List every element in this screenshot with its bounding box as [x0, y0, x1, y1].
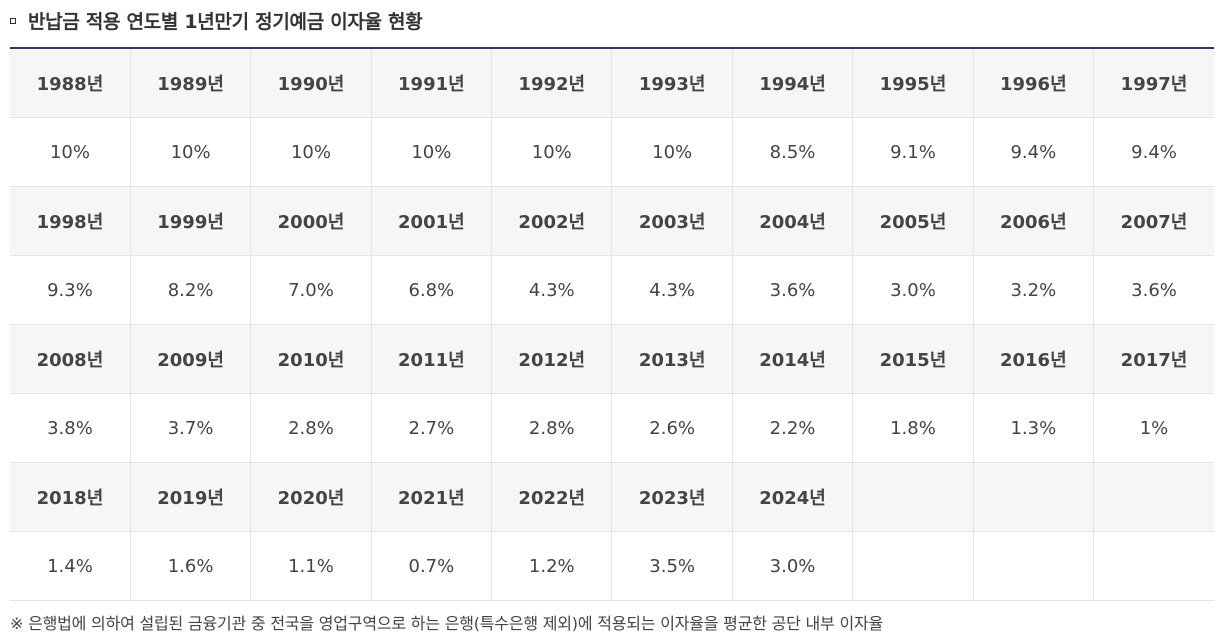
rate-cell: 4.3% — [611, 255, 733, 325]
empty-cell — [1093, 462, 1214, 532]
empty-cell — [972, 462, 1094, 532]
rate-cell: 3.6% — [731, 255, 853, 325]
year-cell: 2018년 — [10, 462, 131, 532]
year-cell: 2005년 — [852, 186, 974, 256]
rate-cell: 1% — [1093, 393, 1214, 463]
year-cell: 2014년 — [731, 324, 853, 394]
rate-cell: 3.0% — [852, 255, 974, 325]
empty-cell — [852, 462, 974, 532]
year-cell: 2003년 — [611, 186, 733, 256]
year-cell: 2022년 — [491, 462, 612, 532]
year-header-row: 1998년 1999년 2000년 2001년 2002년 2003년 2004년 2005년… — [10, 186, 1214, 256]
year-cell: 2023년 — [611, 462, 733, 532]
rate-value-row: 9.3% 8.2% 7.0% 6.8% 4.3% 4.3% 3.6% 3.0% 3.2% 3.6% — [10, 255, 1214, 325]
rate-cell: 7.0% — [250, 255, 372, 325]
rate-value-row: 1.4% 1.6% 1.1% 0.7% 1.2% 3.5% 3.0% — [10, 531, 1214, 601]
rate-value-row: 3.8% 3.7% 2.8% 2.7% 2.8% 2.6% 2.2% 1.8% 1.3% 1% — [10, 393, 1214, 463]
year-cell: 1991년 — [370, 48, 492, 118]
empty-cell — [852, 531, 974, 601]
year-cell: 2008년 — [10, 324, 131, 394]
year-cell: 1997년 — [1093, 48, 1214, 118]
interest-rate-table: 1988년 1989년 1990년 1991년 1992년 1993년 1994년 1995년… — [10, 47, 1214, 601]
year-cell: 1988년 — [10, 48, 131, 118]
year-cell: 2021년 — [370, 462, 492, 532]
year-cell: 1992년 — [491, 48, 612, 118]
year-cell: 1989년 — [129, 48, 251, 118]
year-cell: 1995년 — [852, 48, 974, 118]
rate-cell: 3.6% — [1093, 255, 1214, 325]
rate-value-row: 10% 10% 10% 10% 10% 10% 8.5% 9.1% 9.4% 9.4% — [10, 117, 1214, 187]
rate-cell: 6.8% — [370, 255, 492, 325]
rate-cell: 1.1% — [250, 531, 372, 601]
page-title: 반납금 적용 연도별 1년만기 정기예금 이자율 현황 — [28, 10, 423, 33]
year-header-row: 1988년 1989년 1990년 1991년 1992년 1993년 1994년 1995년… — [10, 48, 1214, 118]
section-title: 반납금 적용 연도별 1년만기 정기예금 이자율 현황 — [10, 0, 423, 40]
year-cell: 2000년 — [250, 186, 372, 256]
rate-cell: 1.4% — [10, 531, 131, 601]
year-cell: 2010년 — [250, 324, 372, 394]
rate-cell: 1.3% — [972, 393, 1094, 463]
rate-cell: 2.6% — [611, 393, 733, 463]
year-cell: 2009년 — [129, 324, 251, 394]
rate-cell: 1.6% — [129, 531, 251, 601]
rate-cell: 10% — [10, 117, 131, 187]
rate-cell: 10% — [491, 117, 612, 187]
year-cell: 2004년 — [731, 186, 853, 256]
table-body: 1988년 1989년 1990년 1991년 1992년 1993년 1994년 1995년… — [10, 48, 1214, 601]
year-cell: 2016년 — [972, 324, 1094, 394]
rate-cell: 9.4% — [1093, 117, 1214, 187]
year-cell: 2015년 — [852, 324, 974, 394]
year-cell: 2013년 — [611, 324, 733, 394]
year-cell: 1993년 — [611, 48, 733, 118]
rate-cell: 9.1% — [852, 117, 974, 187]
rate-cell: 8.5% — [731, 117, 853, 187]
year-cell: 2019년 — [129, 462, 251, 532]
rate-cell: 4.3% — [491, 255, 612, 325]
year-cell: 2002년 — [491, 186, 612, 256]
empty-cell — [972, 531, 1094, 601]
rate-cell: 2.7% — [370, 393, 492, 463]
rate-cell: 10% — [611, 117, 733, 187]
rate-cell: 3.8% — [10, 393, 131, 463]
rate-cell: 10% — [250, 117, 372, 187]
rate-cell: 1.8% — [852, 393, 974, 463]
rate-cell: 1.2% — [491, 531, 612, 601]
year-cell: 2017년 — [1093, 324, 1214, 394]
year-cell: 2024년 — [731, 462, 853, 532]
rate-cell: 3.5% — [611, 531, 733, 601]
rate-cell: 9.4% — [972, 117, 1094, 187]
year-cell: 1994년 — [731, 48, 853, 118]
square-bullet-icon — [10, 18, 16, 24]
year-header-row: 2008년 2009년 2010년 2011년 2012년 2013년 2014년 2015년… — [10, 324, 1214, 394]
rate-cell: 9.3% — [10, 255, 131, 325]
empty-cell — [1093, 531, 1214, 601]
rate-cell: 3.0% — [731, 531, 853, 601]
rate-cell: 2.2% — [731, 393, 853, 463]
rate-cell: 2.8% — [491, 393, 612, 463]
year-cell: 2020년 — [250, 462, 372, 532]
footnote: ※ 은행법에 의하여 설립된 금융기관 중 전국을 영업구역으로 하는 은행(특… — [10, 614, 884, 633]
rate-cell: 0.7% — [370, 531, 492, 601]
rate-cell: 8.2% — [129, 255, 251, 325]
rate-cell: 10% — [370, 117, 492, 187]
year-cell: 1990년 — [250, 48, 372, 118]
year-cell: 2011년 — [370, 324, 492, 394]
year-cell: 1998년 — [10, 186, 131, 256]
year-cell: 1999년 — [129, 186, 251, 256]
rate-cell: 3.2% — [972, 255, 1094, 325]
year-cell: 2001년 — [370, 186, 492, 256]
year-cell: 2007년 — [1093, 186, 1214, 256]
rate-cell: 2.8% — [250, 393, 372, 463]
year-cell: 1996년 — [972, 48, 1094, 118]
year-header-row: 2018년 2019년 2020년 2021년 2022년 2023년 2024년 — [10, 462, 1214, 532]
year-cell: 2006년 — [972, 186, 1094, 256]
rate-cell: 3.7% — [129, 393, 251, 463]
year-cell: 2012년 — [491, 324, 612, 394]
rate-cell: 10% — [129, 117, 251, 187]
